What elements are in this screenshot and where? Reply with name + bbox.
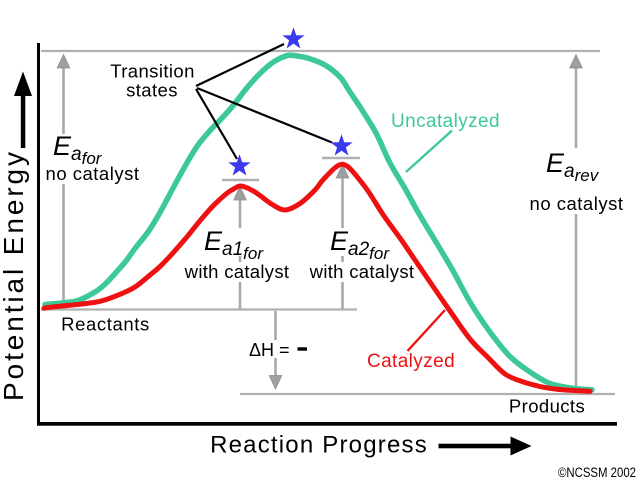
svg-text:©NCSSM 2002: ©NCSSM 2002 bbox=[558, 465, 636, 480]
svg-text:no catalyst: no catalyst bbox=[530, 193, 624, 214]
svg-text:Products: Products bbox=[509, 396, 585, 417]
svg-text:no catalyst: no catalyst bbox=[46, 163, 140, 184]
svg-text:Uncatalyzed: Uncatalyzed bbox=[391, 111, 500, 132]
svg-text:Transition: Transition bbox=[110, 61, 195, 82]
svg-text:Reactants: Reactants bbox=[61, 314, 150, 335]
svg-text:Catalyzed: Catalyzed bbox=[367, 351, 455, 372]
svg-text:with catalyst: with catalyst bbox=[309, 261, 415, 282]
svg-text:with catalyst: with catalyst bbox=[184, 261, 290, 282]
svg-text:Potential Energy: Potential Energy bbox=[0, 149, 29, 401]
svg-text:states: states bbox=[126, 80, 178, 101]
svg-text:Reaction Progress: Reaction Progress bbox=[210, 432, 428, 459]
svg-text:ΔH =: ΔH = bbox=[249, 340, 290, 360]
